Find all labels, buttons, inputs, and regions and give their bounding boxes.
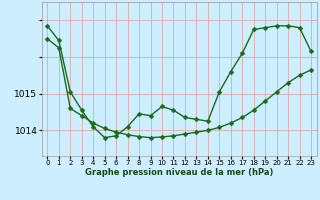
X-axis label: Graphe pression niveau de la mer (hPa): Graphe pression niveau de la mer (hPa)	[85, 168, 273, 177]
